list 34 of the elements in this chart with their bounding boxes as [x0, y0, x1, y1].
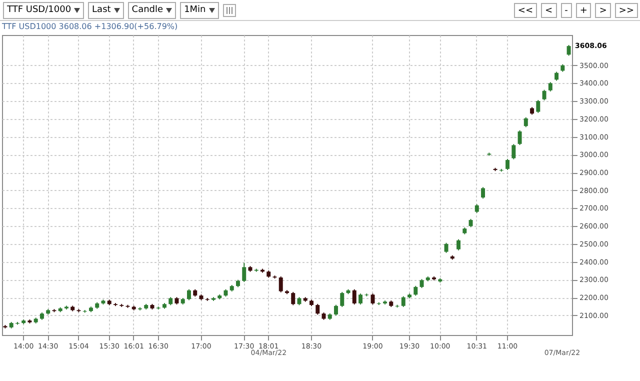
candlestick	[548, 82, 552, 92]
candlestick	[542, 89, 546, 101]
nav-button: <	[541, 3, 557, 18]
candlestick	[481, 186, 486, 200]
candlestick	[291, 291, 296, 306]
candlestick	[401, 296, 406, 308]
candlestick	[456, 238, 461, 251]
candlestick	[334, 304, 338, 316]
candlestick	[524, 116, 528, 128]
candlestick	[414, 285, 418, 296]
nav-button: -	[560, 3, 572, 18]
candlestick	[278, 276, 283, 293]
candlestick	[512, 144, 516, 160]
candlestick	[518, 130, 522, 146]
candlestick	[340, 291, 344, 308]
nav-button: >	[595, 3, 611, 18]
candlestick	[444, 242, 448, 254]
candlestick	[566, 44, 571, 56]
candlestick	[242, 262, 246, 282]
candlestick	[536, 100, 540, 114]
dropdown: Candle	[128, 2, 176, 18]
candlestick	[358, 293, 362, 305]
chart-title: TTF USD1000 3608.06 +1306.90(+56.79%)	[1, 22, 178, 31]
candlestick	[186, 288, 191, 301]
dropdown: Last	[88, 2, 124, 18]
nav-button: <<	[514, 3, 538, 18]
dropdown: TTF USD/1000	[3, 2, 84, 18]
dropdown: 1Min	[180, 2, 219, 18]
nav-button: >>	[614, 3, 638, 18]
candlestick	[370, 293, 375, 305]
candlestick	[352, 288, 356, 305]
candlestick	[316, 303, 320, 316]
nav-button: +	[576, 3, 592, 18]
candlestick	[506, 158, 510, 170]
